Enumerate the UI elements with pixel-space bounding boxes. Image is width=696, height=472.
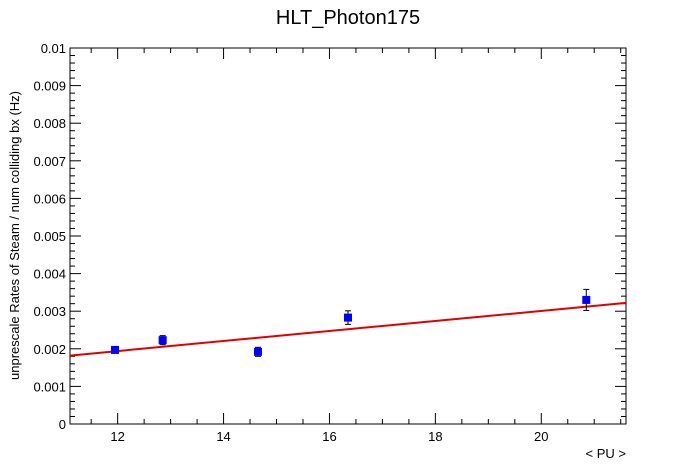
- fit-line: [69, 301, 627, 357]
- y-tick-label: 0.001: [33, 379, 66, 394]
- x-tick-label: 12: [110, 429, 124, 444]
- data-point-marker: [111, 345, 120, 354]
- fit-layer: [69, 301, 627, 357]
- x-tick-label: 20: [534, 429, 548, 444]
- tick-labels: 12 14 16 18 20 0 0.001 0.002 0.003 0.004 0.005 0.00…: [33, 41, 548, 444]
- data-point-marker: [582, 295, 591, 304]
- y-tick-label: 0.009: [33, 79, 66, 94]
- chart-title: HLT_Photon175: [276, 7, 420, 29]
- data-point-marker: [253, 347, 262, 356]
- y-tick-label: 0.007: [33, 154, 66, 169]
- y-tick-label: 0.008: [33, 116, 66, 131]
- y-axis-label: unprescale Rates of Steam / num collidin…: [7, 91, 22, 380]
- x-tick-label: 16: [322, 429, 336, 444]
- x-tick-label: 18: [428, 429, 442, 444]
- data-points: [111, 288, 591, 357]
- axis-ticks: [70, 47, 626, 425]
- y-tick-label: 0.01: [41, 41, 66, 56]
- data-point-marker: [344, 313, 352, 322]
- y-tick-label: 0.005: [33, 229, 66, 244]
- y-tick-label: 0.003: [33, 304, 66, 319]
- x-tick-label: 14: [216, 429, 230, 444]
- y-tick-label: 0.004: [33, 267, 66, 282]
- data-point-marker: [158, 336, 167, 345]
- y-tick-label: 0.002: [33, 342, 66, 357]
- y-tick-label: 0.006: [33, 191, 66, 206]
- x-axis-label: < PU >: [586, 446, 626, 461]
- y-tick-label: 0: [59, 417, 66, 432]
- plot-frame: [69, 47, 627, 425]
